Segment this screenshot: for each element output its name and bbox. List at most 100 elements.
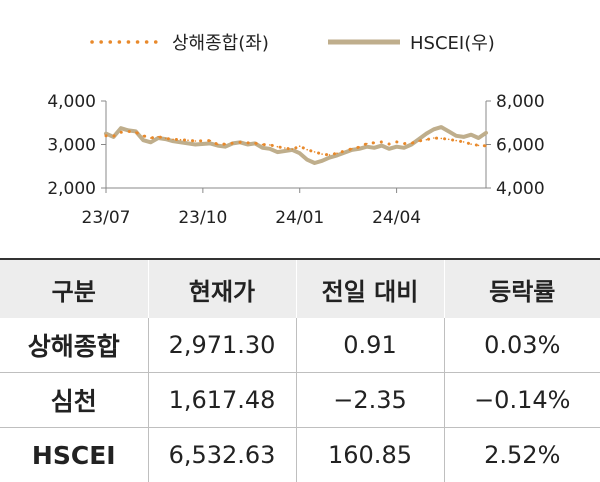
shanghai-point xyxy=(470,143,472,145)
shanghai-point xyxy=(120,132,122,134)
shanghai-point xyxy=(224,143,226,145)
hscei-point xyxy=(403,147,405,149)
shanghai-point xyxy=(403,143,405,145)
hscei-point xyxy=(388,148,390,150)
shanghai-point xyxy=(217,144,219,146)
hscei-point xyxy=(426,133,428,135)
hscei-point xyxy=(187,143,189,145)
shanghai-point xyxy=(105,135,107,137)
table-header-row: 구분 현재가 전일 대비 등락률 xyxy=(0,259,600,318)
x-tick-label: 24/01 xyxy=(275,208,324,228)
y-left-tick-label: 3,000 xyxy=(47,136,96,156)
shanghai-point xyxy=(418,140,420,142)
shanghai-point xyxy=(433,137,435,139)
row-change: −2.35 xyxy=(296,373,444,428)
hscei-point xyxy=(455,135,457,137)
shanghai-point xyxy=(180,139,182,141)
hscei-point xyxy=(277,151,279,153)
shanghai-point xyxy=(478,145,480,147)
row-current-price: 1,617.48 xyxy=(148,373,296,428)
header-current-price: 현재가 xyxy=(148,259,296,318)
header-change: 전일 대비 xyxy=(296,259,444,318)
shanghai-point xyxy=(157,136,159,138)
shanghai-point xyxy=(411,142,413,144)
hscei-point xyxy=(448,131,450,133)
shanghai-point xyxy=(277,146,279,148)
hscei-point xyxy=(396,146,398,148)
row-change: 0.91 xyxy=(296,318,444,373)
hscei-series-line xyxy=(106,127,486,163)
header-category: 구분 xyxy=(0,259,148,318)
y-right-tick-label: 8,000 xyxy=(496,92,545,112)
hscei-point xyxy=(306,159,308,161)
hscei-point xyxy=(366,146,368,148)
hscei-point xyxy=(314,162,316,164)
shanghai-point xyxy=(329,154,331,156)
shanghai-point xyxy=(269,144,271,146)
y-right-tick-label: 4,000 xyxy=(496,179,545,199)
hscei-point xyxy=(210,143,212,145)
shanghai-point xyxy=(388,143,390,145)
chart-legend: 상해종합(좌)HSCEI(우) xyxy=(92,33,495,54)
shanghai-point xyxy=(262,144,264,146)
shanghai-point xyxy=(381,141,383,143)
hscei-point xyxy=(321,160,323,162)
hscei-point xyxy=(172,140,174,142)
shanghai-point xyxy=(373,142,375,144)
shanghai-point xyxy=(128,131,130,133)
shanghai-point xyxy=(135,132,137,134)
row-name: 심천 xyxy=(0,373,148,428)
shanghai-point xyxy=(239,142,241,144)
row-change: 160.85 xyxy=(296,428,444,482)
shanghai-point xyxy=(441,138,443,140)
shanghai-point xyxy=(165,138,167,140)
row-name: HSCEI xyxy=(0,428,148,482)
shanghai-point xyxy=(321,153,323,155)
hscei-point xyxy=(478,137,480,139)
hscei-point xyxy=(470,134,472,136)
shanghai-point xyxy=(336,152,338,154)
header-change-rate: 등락률 xyxy=(444,259,600,318)
shanghai-point xyxy=(143,135,145,137)
shanghai-point xyxy=(210,140,212,142)
hscei-point xyxy=(284,150,286,152)
hscei-point xyxy=(105,133,107,135)
shanghai-point xyxy=(366,143,368,145)
hscei-point xyxy=(485,132,487,134)
table-row: 심천 1,617.48 −2.35 −0.14% xyxy=(0,373,600,428)
shanghai-point xyxy=(187,139,189,141)
hscei-point xyxy=(269,148,271,150)
hscei-point xyxy=(143,139,145,141)
x-tick-label: 23/07 xyxy=(82,208,131,228)
row-change-rate: 0.03% xyxy=(444,318,600,373)
row-change-rate: −0.14% xyxy=(444,373,600,428)
shanghai-point xyxy=(359,146,361,148)
legend-label-shanghai: 상해종합(좌) xyxy=(172,33,269,54)
row-current-price: 6,532.63 xyxy=(148,428,296,482)
hscei-point xyxy=(418,138,420,140)
shanghai-point xyxy=(254,142,256,144)
shanghai-point xyxy=(195,140,197,142)
quote-table: 구분 현재가 전일 대비 등락률 상해종합 2,971.30 0.91 0.03… xyxy=(0,258,600,482)
hscei-point xyxy=(441,126,443,128)
shanghai-point xyxy=(232,142,234,144)
row-current-price: 2,971.30 xyxy=(148,318,296,373)
hscei-point xyxy=(262,147,264,149)
shanghai-point xyxy=(463,141,465,143)
hscei-point xyxy=(195,144,197,146)
hscei-point xyxy=(299,152,301,154)
shanghai-point xyxy=(299,145,301,147)
y-right-tick-label: 6,000 xyxy=(496,136,545,156)
shanghai-point xyxy=(247,142,249,144)
hscei-point xyxy=(329,157,331,159)
table-row: 상해종합 2,971.30 0.91 0.03% xyxy=(0,318,600,373)
row-name: 상해종합 xyxy=(0,318,148,373)
table-row: HSCEI 6,532.63 160.85 2.52% xyxy=(0,428,600,482)
shanghai-point xyxy=(284,147,286,149)
hscei-point xyxy=(336,155,338,157)
y-left-tick-label: 2,000 xyxy=(47,179,96,199)
shanghai-point xyxy=(351,148,353,150)
hscei-point xyxy=(381,145,383,147)
hscei-point xyxy=(150,142,152,144)
